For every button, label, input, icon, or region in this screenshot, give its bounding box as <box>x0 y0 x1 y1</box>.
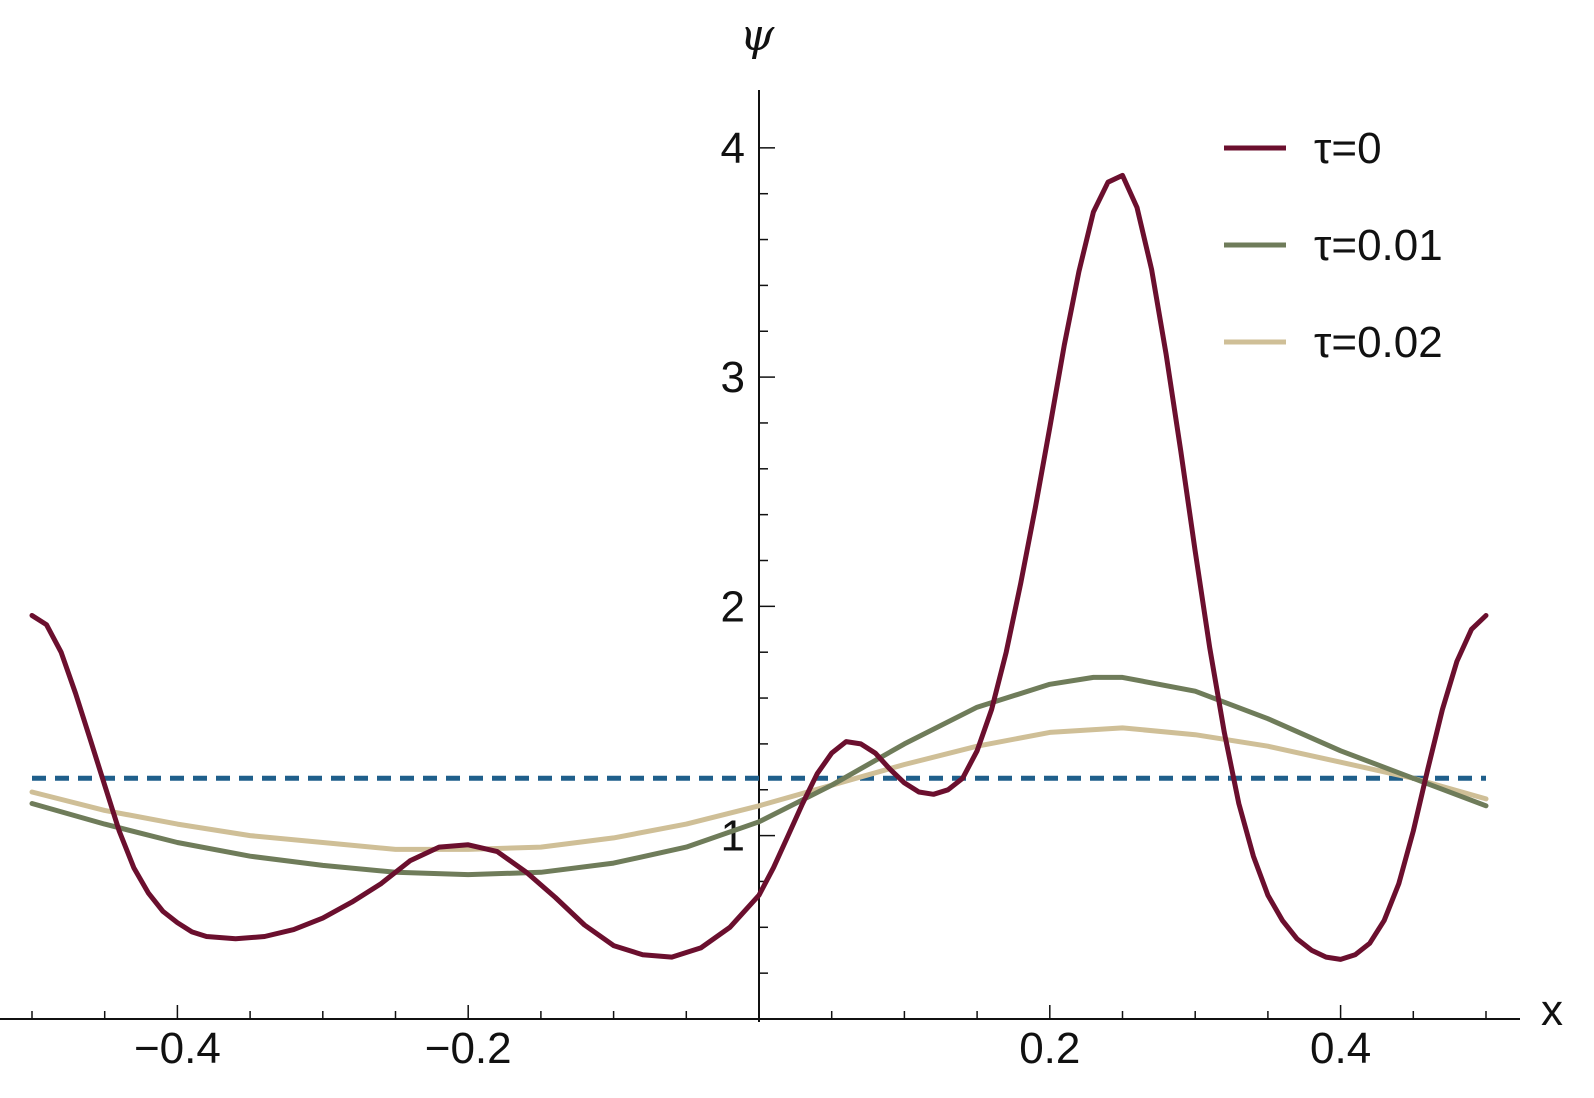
legend: τ=0 τ=0.01 τ=0.02 <box>1224 124 1443 367</box>
plot-area <box>29 172 1489 962</box>
legend-entry-label: τ=0 <box>1314 124 1382 173</box>
series-line-0 <box>29 172 1489 962</box>
x-tick-label: 0.4 <box>1310 1024 1371 1073</box>
series-line-2 <box>29 725 1489 852</box>
x-tick-label: −0.2 <box>425 1024 512 1073</box>
series-line-1 <box>29 674 1489 878</box>
legend-entry-label: τ=0.01 <box>1314 221 1443 270</box>
x-axis-label: x <box>1541 986 1563 1035</box>
y-tick-label: 3 <box>721 353 745 402</box>
y-tick-label: 2 <box>721 582 745 631</box>
y-axis-label: ψ <box>740 10 775 61</box>
y-tick-label: 4 <box>721 124 745 173</box>
x-tick-label: −0.4 <box>134 1024 221 1073</box>
x-tick-label: 0.2 <box>1019 1024 1080 1073</box>
legend-entry-label: τ=0.02 <box>1314 318 1443 367</box>
